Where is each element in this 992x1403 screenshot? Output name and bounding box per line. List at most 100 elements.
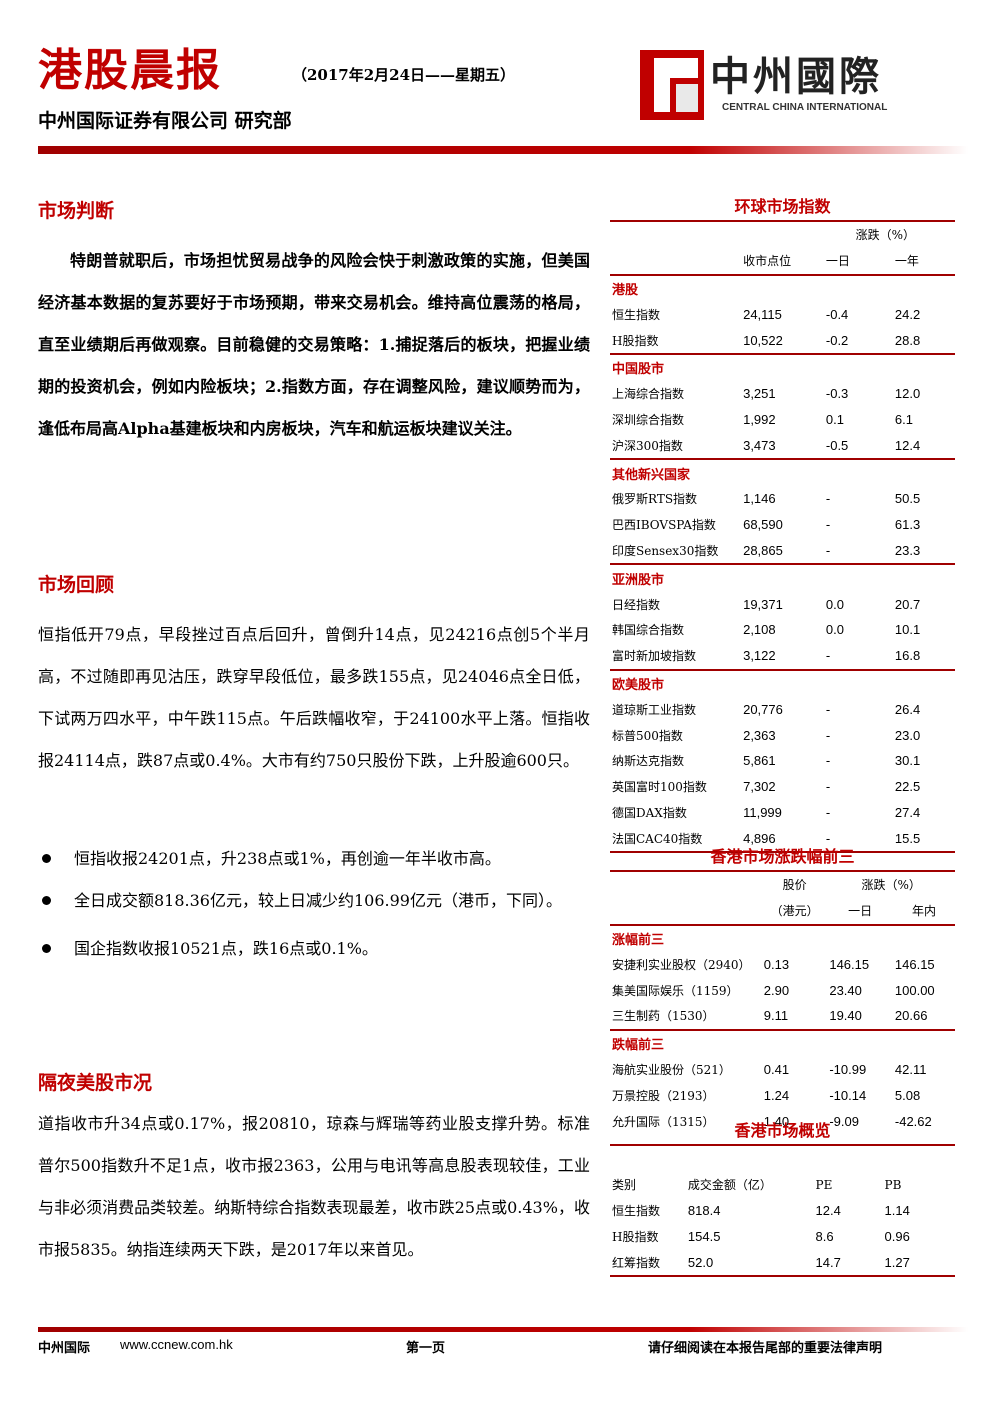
cell: 3,473 <box>743 437 776 453</box>
cell: 26.4 <box>894 701 921 717</box>
cell: -0.4 <box>825 306 849 322</box>
cell: - <box>825 542 831 558</box>
table: 类别 成交金额（亿） PE PB 恒生指数 818.4 12.4 1.14 H股指数 154.5 8… <box>610 1146 955 1277</box>
header-row: 类别 成交金额（亿） PE PB <box>610 1172 955 1198</box>
table-title: 香港市场概览 <box>610 1118 955 1146</box>
cell: H股指数 <box>612 1229 659 1244</box>
cell: 11,999 <box>743 804 782 820</box>
cell: - <box>825 491 831 507</box>
cell: 0.13 <box>763 956 790 972</box>
global-indices-table: 环球市场指数 涨跌（%） 收市点位 一日 一年 港股 恒生指数 24,115 -0.4 24.2 H… <box>610 194 955 854</box>
header-row: 涨跌（%） <box>610 222 955 248</box>
cell: 24.2 <box>894 306 921 322</box>
cell: 1.24 <box>763 1087 790 1103</box>
cell: 19.40 <box>829 1008 862 1024</box>
cell: 818.4 <box>687 1202 721 1218</box>
cell: 韩国综合指数 <box>612 623 685 638</box>
cell: 涨跌（%） <box>855 228 915 243</box>
table: 股价 涨跌（%） （港元） 一日 年内 涨幅前三 安捷利实业股权（2940） 0.13 146.… <box>610 872 955 1134</box>
group-row: 其他新兴国家 <box>610 458 955 486</box>
cell <box>610 222 741 248</box>
cell: 一日 <box>825 254 850 269</box>
divider <box>38 146 968 154</box>
cell: 跌幅前三 <box>610 1028 955 1057</box>
cell: 10.1 <box>894 622 921 638</box>
cell: 16.8 <box>894 648 921 664</box>
cell: 0.96 <box>884 1228 910 1244</box>
cell: 中国股市 <box>610 352 955 381</box>
table-row: 德国DAX指数 11,999 - 27.4 <box>610 800 955 826</box>
cell: PE <box>815 1177 833 1192</box>
cell: 68,590 <box>743 517 783 533</box>
cell: 30.1 <box>894 753 921 769</box>
table-title: 环球市场指数 <box>610 194 955 222</box>
cell: 12.4 <box>894 437 921 453</box>
table-row: 标普500指数 2,363 - 23.0 <box>610 722 955 748</box>
cell: 富时新加坡指数 <box>612 649 697 664</box>
cell: 1,146 <box>743 491 776 507</box>
cell: - <box>825 753 831 769</box>
table-row: 沪深300指数 3,473 -0.5 12.4 <box>610 432 955 459</box>
cell: 恒生指数 <box>612 307 661 322</box>
cell: 法国CAC40指数 <box>610 825 742 854</box>
cell: 其他新兴国家 <box>610 458 955 486</box>
cell: 俄罗斯RTS指数 <box>612 492 698 507</box>
cell: 4,896 <box>741 825 824 854</box>
cell: 印度Sensex30指数 <box>612 543 719 558</box>
table-row: 允升国际（1315） 1.40 -9.09 -42.62 <box>610 1108 955 1134</box>
hk-overview-table: 香港市场概览 类别 成交金额（亿） PE PB 恒生指数 818.4 12.4 1.14 H股指数… <box>610 1118 955 1277</box>
footer-page: 第一页 <box>406 1341 446 1356</box>
table-row: 红筹指数 52.0 14.7 1.27 <box>610 1249 955 1277</box>
group-row: 跌幅前三 <box>610 1028 955 1057</box>
cell: 一年 <box>894 254 919 269</box>
spacer-row <box>610 1146 955 1172</box>
cell: 12.0 <box>894 386 921 402</box>
cell: 集美国际娱乐（1159） <box>612 983 739 998</box>
cell: 年内 <box>911 904 936 919</box>
cell: 20.7 <box>894 596 921 612</box>
logo-text: 中州國際 <box>710 53 882 100</box>
cell: 股价 <box>782 878 807 893</box>
cell: 154.5 <box>687 1228 721 1244</box>
cell: 9.11 <box>763 1008 789 1024</box>
table-row: 纳斯达克指数 5,861 - 30.1 <box>610 748 955 774</box>
bullet: 国企指数收报10521点，跌16点或0.1%。 <box>38 928 590 970</box>
cell: 0.1 <box>825 411 844 427</box>
cell: 纳斯达克指数 <box>612 754 685 769</box>
cell: -10.99 <box>829 1061 867 1077</box>
table-row: 日经指数 19,371 0.0 20.7 <box>610 591 955 617</box>
table-row: 三生制药（1530） 9.11 19.40 20.66 <box>610 1003 955 1030</box>
cell: 0.0 <box>825 622 844 638</box>
cell <box>610 898 762 925</box>
cell: （港元） <box>770 904 819 919</box>
cell: - <box>825 727 831 743</box>
group-row: 涨幅前三 <box>610 923 955 952</box>
group-row: 中国股市 <box>610 352 955 381</box>
paragraph: 恒指低开79点，早段挫过百点后回升，曾倒升14点，见24216点创5个半月高，不… <box>38 625 590 770</box>
table-row: 上海综合指数 3,251 -0.3 12.0 <box>610 381 955 407</box>
cell <box>610 248 741 275</box>
cell: 28,865 <box>743 542 783 558</box>
cell: 万景控股（2193） <box>612 1088 715 1103</box>
cell: -0.2 <box>825 332 849 348</box>
cell: - <box>825 648 831 664</box>
cell: 100.00 <box>894 982 935 998</box>
cell: -0.3 <box>825 386 849 402</box>
cell: 23.40 <box>829 982 862 998</box>
cell: 19,371 <box>743 596 783 612</box>
cell: 涨幅前三 <box>610 923 955 952</box>
cell: 1.27 <box>882 1249 955 1277</box>
cell: 15.5 <box>892 825 955 854</box>
cell: 3,251 <box>743 386 776 402</box>
table-row: 印度Sensex30指数 28,865 - 23.3 <box>610 538 955 565</box>
company: 中州国际证券有限公司 研究部 <box>38 110 292 132</box>
table-row: 法国CAC40指数 4,896-15.5 <box>610 825 955 854</box>
cell: 0.41 <box>763 1061 790 1077</box>
cell: 收市点位 <box>743 254 792 269</box>
cell: 港股 <box>610 273 955 302</box>
cell: 14.7 <box>813 1249 883 1277</box>
header-row: 收市点位 一日 一年 <box>610 248 955 275</box>
cell: - <box>825 517 831 533</box>
cell: H股指数 <box>612 333 659 348</box>
cell: - <box>825 701 831 717</box>
